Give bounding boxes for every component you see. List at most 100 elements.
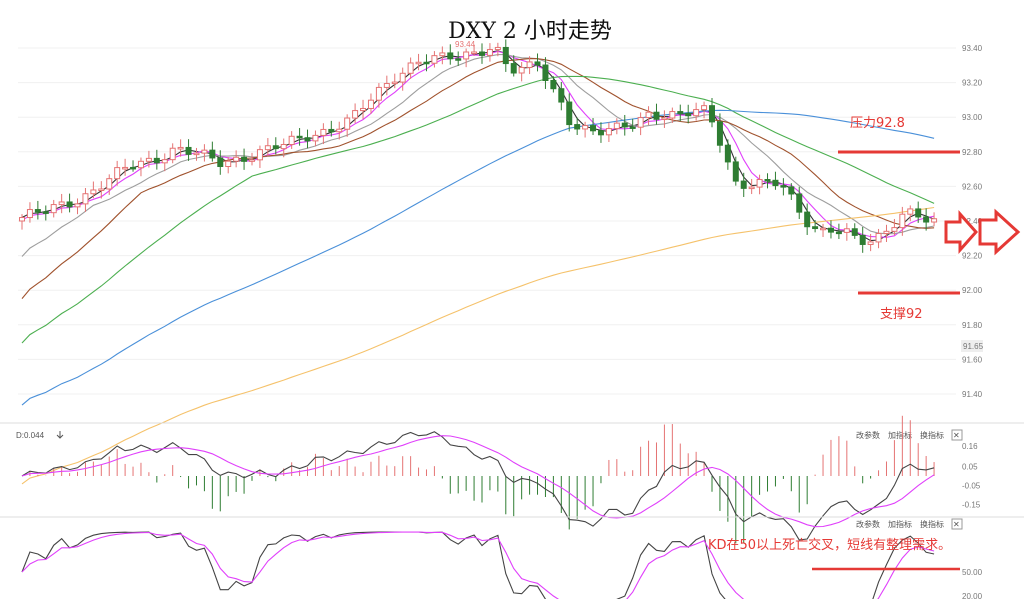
arrow-down-icon: [56, 431, 64, 439]
kd-edit-params[interactable]: 改参数: [856, 519, 880, 529]
candle-body: [915, 208, 922, 218]
candle-body: [26, 209, 33, 219]
macd-dea-line: [21, 435, 935, 528]
macd-dif-line: [21, 431, 935, 541]
macd-add-indicator[interactable]: 加指标: [888, 430, 912, 440]
candle-body: [479, 51, 485, 56]
price-marker: 91.65: [963, 342, 984, 351]
candle-body: [296, 135, 303, 139]
candle-body: [82, 193, 89, 205]
macd-close-icon[interactable]: ✕: [953, 431, 960, 440]
candle-body: [201, 149, 208, 154]
kd-add-indicator[interactable]: 加指标: [888, 519, 912, 529]
kd-tick-label: 20.00: [962, 592, 983, 599]
macd-edit-params[interactable]: 改参数: [856, 430, 880, 440]
candle-body: [827, 227, 834, 233]
candle-body: [415, 61, 422, 65]
candle-body: [137, 160, 144, 169]
macd-indicator: 0.16 0.05 -0.05 -0.15: [21, 415, 981, 544]
candle-body: [780, 185, 787, 188]
candle-body: [471, 51, 478, 54]
candle-body: [899, 213, 906, 229]
price-axis-ticks: 93.40 93.20 93.00 92.80 92.60 92.40 92.20 92.00…: [962, 44, 983, 399]
price-tick-label: 92.60: [962, 182, 983, 191]
kd-indicator: 50.00 20.00: [21, 531, 983, 599]
kd-k-line: [21, 531, 935, 599]
price-tick-label: 92.00: [962, 286, 983, 295]
candle-body: [724, 144, 731, 163]
candle-body: [685, 112, 692, 117]
candle-body: [486, 49, 493, 56]
candle-body: [502, 46, 509, 65]
macd-header: D:0.044: [16, 431, 45, 440]
candle-body: [193, 152, 200, 156]
candle-body: [272, 145, 279, 150]
candle-body: [653, 111, 660, 120]
candle-body: [867, 241, 874, 245]
price-tick-label: 91.40: [962, 390, 983, 399]
candle-body: [19, 217, 25, 222]
candle-body: [407, 62, 414, 74]
macd-close-box[interactable]: [951, 429, 963, 441]
candle-body: [431, 55, 438, 64]
candle-body: [566, 101, 573, 126]
ma-line: [21, 54, 935, 257]
candle-body: [447, 52, 454, 60]
candle-body: [843, 228, 850, 233]
candle-body: [534, 61, 541, 66]
candle-body: [645, 111, 652, 119]
candle-body: [669, 111, 676, 119]
candle-body: [383, 83, 390, 88]
candle-body: [336, 128, 343, 133]
candle-body: [740, 180, 747, 189]
candle-body: [90, 189, 97, 195]
candle-body: [399, 72, 406, 83]
candle-body: [812, 226, 819, 230]
macd-tick-label: -0.05: [962, 481, 981, 490]
candle-body: [328, 128, 335, 133]
candle-body: [312, 134, 319, 142]
candle-body: [439, 52, 446, 57]
candle-body: [74, 203, 81, 208]
candle-body: [851, 228, 858, 236]
candle-body: [526, 61, 533, 68]
peak-label: 93.44: [455, 40, 476, 49]
candle-body: [518, 66, 525, 74]
price-tick-label: 91.60: [962, 355, 983, 364]
price-tick-label: 93.00: [962, 113, 983, 122]
candle-body: [288, 135, 295, 145]
candle-body: [764, 179, 771, 182]
candle-body: [716, 121, 723, 146]
resistance-label: 压力92.8: [850, 116, 905, 131]
macd-switch-indicator[interactable]: 换指标: [920, 430, 944, 440]
candle-body: [597, 130, 604, 136]
price-marker-box: [961, 340, 983, 352]
kd-close-box[interactable]: [951, 518, 963, 530]
candle-body: [542, 64, 549, 81]
candle-body: [637, 117, 644, 128]
candle-body: [264, 145, 271, 151]
chart-title: DXY 2 小时走势: [448, 19, 612, 44]
candle-body: [256, 149, 263, 161]
macd-tick-label: 0.05: [962, 463, 978, 472]
candle-body: [58, 201, 65, 206]
candle-body: [772, 179, 779, 187]
candle-body: [50, 204, 57, 214]
candle-body: [748, 186, 755, 190]
kd-close-icon[interactable]: ✕: [953, 520, 960, 529]
candle-body: [677, 111, 684, 114]
candle-body: [875, 233, 882, 243]
candle-body: [304, 137, 311, 142]
candle-body: [661, 117, 668, 121]
candle-body: [820, 227, 827, 231]
candle-body: [106, 178, 113, 190]
candle-body: [590, 125, 597, 132]
candle-body: [859, 234, 866, 245]
price-tick-label: 93.20: [962, 79, 983, 88]
candle-body: [510, 63, 517, 74]
kd-switch-indicator[interactable]: 换指标: [920, 519, 944, 529]
candle-body: [375, 86, 382, 101]
candle-body: [161, 159, 168, 164]
ma-line: [21, 58, 935, 299]
candle-body: [835, 231, 842, 235]
